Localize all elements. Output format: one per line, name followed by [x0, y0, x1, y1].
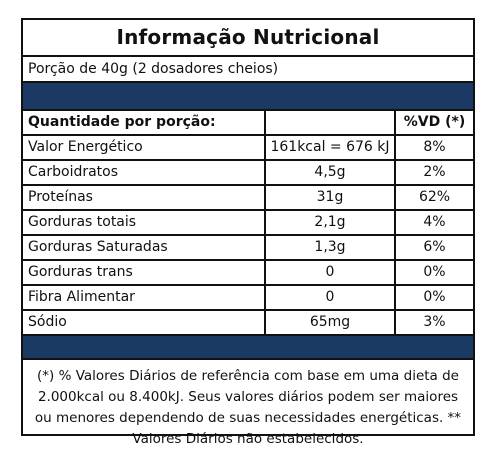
nutrient-vd: 2%: [395, 160, 473, 186]
top-color-band: [23, 83, 473, 111]
nutrient-name: Carboidratos: [23, 160, 266, 186]
nutrient-amount: 0: [265, 285, 396, 311]
nutrition-facts-panel: Informação Nutricional Porção de 40g (2 …: [21, 18, 475, 447]
nutrient-amount: 0: [265, 260, 396, 286]
nutrient-name: Gorduras trans: [23, 260, 266, 286]
nutrient-vd: 0%: [395, 260, 473, 286]
nutrient-vd: 8%: [395, 135, 473, 161]
table-row: Gorduras Saturadas 1,3g 6%: [23, 235, 473, 261]
table-row: Fibra Alimentar 0 0%: [23, 285, 473, 311]
table-row: Gorduras trans 0 0%: [23, 260, 473, 286]
nutrition-table: Quantidade por porção: %VD (*) Valor Ene…: [23, 111, 473, 336]
nutrient-name: Gorduras totais: [23, 210, 266, 236]
footnote: (*) % Valores Diários de referência com …: [34, 368, 462, 447]
nutrient-name: Sódio: [23, 310, 266, 336]
nutrient-amount: 31g: [265, 185, 396, 211]
nutrient-vd: 6%: [395, 235, 473, 261]
nutrient-amount: 1,3g: [265, 235, 396, 261]
nutrient-name: Fibra Alimentar: [23, 285, 266, 311]
portion-size: Porção de 40g (2 dosadores cheios): [23, 57, 473, 83]
nutrient-name: Proteínas: [23, 185, 266, 211]
nutrient-name: Gorduras Saturadas: [23, 235, 266, 261]
table-row: Sódio 65mg 3%: [23, 310, 473, 336]
nutrient-name: Valor Energético: [23, 135, 266, 161]
nutrient-vd: 3%: [395, 310, 473, 336]
nutrient-amount: 65mg: [265, 310, 396, 336]
nutrient-amount: 2,1g: [265, 210, 396, 236]
header-label: Quantidade por porção:: [23, 111, 266, 136]
nutrient-vd: 0%: [395, 285, 473, 311]
table-row: Carboidratos 4,5g 2%: [23, 160, 473, 186]
nutrient-vd: 4%: [395, 210, 473, 236]
nutrient-amount: 4,5g: [265, 160, 396, 186]
panel-title: Informação Nutricional: [23, 20, 473, 57]
table-row: Valor Energético 161kcal = 676 kJ 8%: [23, 135, 473, 161]
header-amount: [265, 111, 396, 136]
nutrient-amount: 161kcal = 676 kJ: [265, 135, 396, 161]
table-row: Gorduras totais 2,1g 4%: [23, 210, 473, 236]
table-header-row: Quantidade por porção: %VD (*): [23, 111, 473, 136]
bottom-color-band: [23, 336, 473, 360]
table-row: Proteínas 31g 62%: [23, 185, 473, 211]
nutrient-vd: 62%: [395, 185, 473, 211]
header-vd: %VD (*): [395, 111, 473, 136]
